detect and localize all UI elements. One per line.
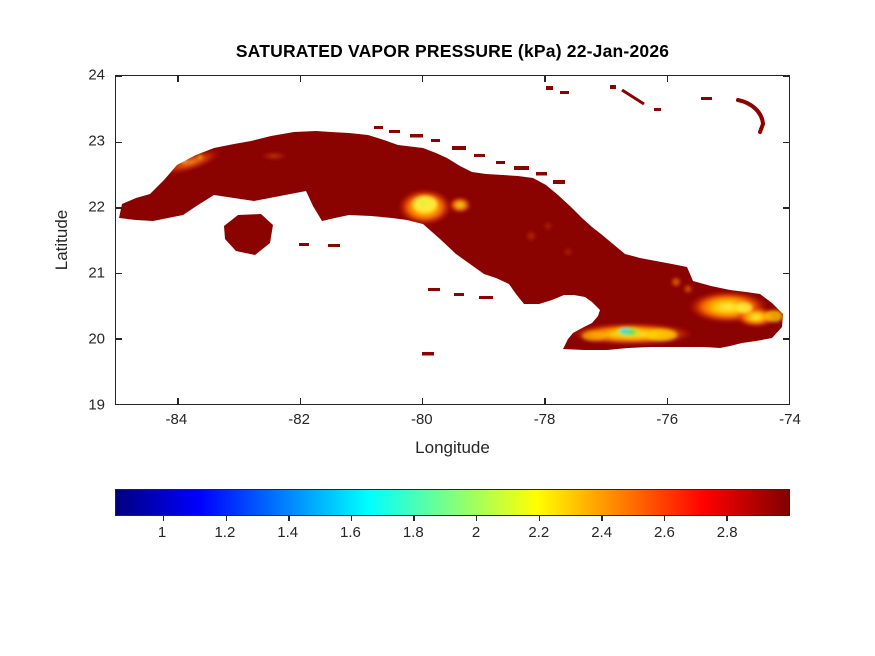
x-tick-label: -82 [288,411,310,428]
y-tick-label: 22 [88,198,105,216]
y-tick-labels: 19 20 21 22 23 24 [55,67,105,414]
bahamas-islets [546,85,766,134]
colorbar-tick-labels: 1 1.2 1.4 1.6 1.8 2 2.2 2.4 2.6 2.8 [115,524,790,542]
x-tick-labels: -84 -82 -80 -78 -76 -74 [115,411,801,429]
y-tick-mark [783,338,789,340]
x-tick-label: -84 [165,411,188,428]
x-tick-mark [666,76,669,82]
hotspot-havana-hills [260,152,288,160]
x-tick-label: -74 [779,411,801,428]
x-tick-mark [177,398,179,404]
y-tick-mark [116,338,122,340]
x-tick-mark [789,76,791,82]
x-axis-label: Longitude [415,438,490,457]
x-tick-mark [177,76,179,82]
cayman-brac-islet [422,352,434,356]
colorbar-tick-mark [225,516,227,521]
colorbar-tick-label: 1 [157,524,167,541]
y-tick-mark [783,272,789,275]
colorbar-tick-label: 1.6 [340,524,361,541]
x-tick-mark [421,398,424,404]
x-tick-label: -76 [656,411,679,428]
x-tick-mark [299,398,301,404]
x-tick-mark [544,398,546,404]
x-tick-mark [666,398,669,404]
colorbar-tick-mark [162,516,165,521]
x-tick-label: -80 [410,411,433,428]
colorbar-tick-label: 2.4 [591,524,613,541]
y-tick-label: 23 [88,132,105,150]
colorbar-tick-label: 1.8 [402,524,424,541]
cuba-map [119,85,783,356]
hotspot-escambray-east [449,197,471,213]
y-tick-label: 20 [88,330,105,348]
chart-title: SATURATED VAPOR PRESSURE (kPa) 22-Jan-20… [235,41,670,61]
colorbar-tick-label: 2.8 [716,524,738,541]
y-tick-mark [783,141,789,143]
x-tick-mark [789,398,791,404]
y-tick-label: 19 [88,396,105,414]
colorbar-tick-label: 1.2 [214,524,236,541]
colorbar-gradient [116,490,789,515]
colorbar-tick-label: 1.4 [277,524,299,541]
y-tick-mark [116,141,122,143]
x-tick-mark [299,76,301,82]
colorbar-tick-label: 2 [471,524,481,541]
plot-area [115,75,791,406]
y-tick-mark [116,76,122,78]
y-tick-label: 21 [88,264,105,282]
colorbar-tick-label: 2.2 [528,524,550,541]
colorbar-tick-mark [538,516,540,521]
y-tick-mark [116,272,122,275]
colorbar-tick-label: 2.6 [653,524,675,541]
colorbar-tick-mark [475,516,478,521]
terrain-hotspots [160,149,783,345]
x-tick-mark [544,76,546,82]
y-tick-mark [116,207,122,209]
colorbar [115,489,790,521]
colorbar-tick-mark [288,516,290,521]
isla-de-la-juventud [224,214,273,255]
y-tick-mark [116,404,122,406]
hotspot-pinar-del-rio [160,149,222,175]
colorbar-tick-mark [726,516,728,521]
x-tick-mark [421,76,424,82]
colorbar-tick-mark [601,516,603,521]
y-tick-mark [783,207,789,209]
colorbar-tick-mark [663,516,666,521]
colorbar-tick-mark [350,516,353,521]
colorbar-tick-mark [413,516,415,521]
y-tick-mark [783,76,789,78]
cuba-mainland [119,131,783,350]
y-tick-mark [783,404,789,406]
y-tick-label: 24 [88,66,105,84]
x-tick-label: -78 [533,411,556,428]
hotspot-pico-turquino [620,328,630,334]
